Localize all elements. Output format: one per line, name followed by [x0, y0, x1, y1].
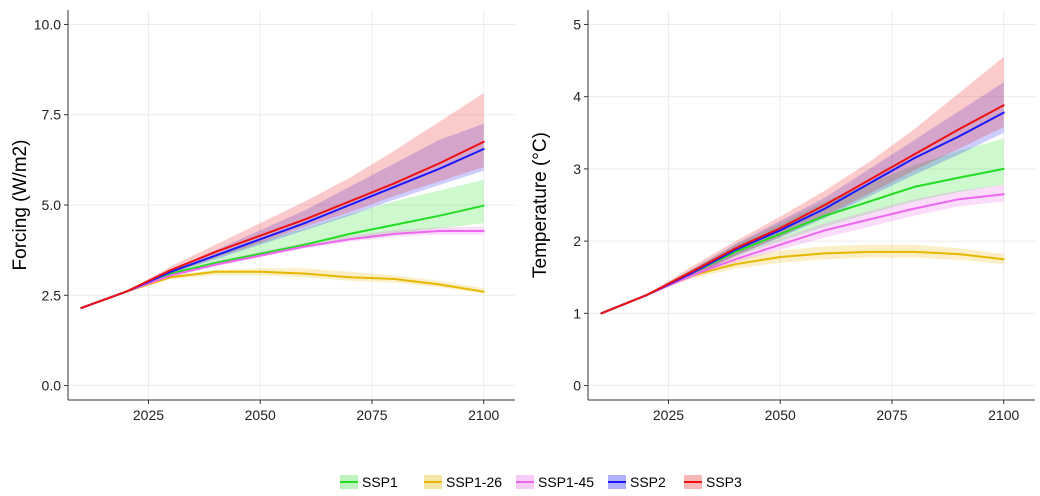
y-tick-label: 5.0 — [42, 197, 62, 213]
y-tick-label: 2.5 — [42, 287, 62, 303]
line-ssp3 — [80, 140, 485, 309]
y-tick-label: 4 — [573, 89, 581, 105]
y-axis-label: Forcing (W/m2) — [10, 140, 31, 271]
temperature-panel: 0 1 2 3 4 5 2025 2050 2075 2100 Temperature (°C) — [530, 10, 1035, 423]
legend-label-ssp1-26: SSP1-26 — [446, 474, 502, 490]
legend-label-ssp1-45: SSP1-45 — [538, 474, 594, 490]
x-tick-label: 2025 — [653, 407, 684, 423]
y-tick-label: 0.0 — [42, 378, 62, 394]
line-ssp1-45 — [80, 230, 485, 309]
y-axis-label: Temperature (°C) — [530, 132, 551, 278]
legend-label-ssp1: SSP1 — [362, 474, 398, 490]
line-ssp1-26 — [80, 270, 485, 309]
band-ssp2 — [81, 123, 484, 308]
y-tick-label: 10.0 — [34, 16, 61, 32]
band-ssp1 — [81, 179, 484, 308]
legend-label-ssp3: SSP3 — [706, 474, 742, 490]
forcing-panel: 0.0 2.5 5.0 7.5 10.0 2025 2050 2075 2100 Forcing … — [10, 10, 515, 423]
x-tick-label: 2075 — [356, 407, 387, 423]
x-tick-label: 2100 — [988, 407, 1019, 423]
x-tick-label: 2050 — [765, 407, 796, 423]
line-ssp1-26 — [600, 250, 1005, 315]
band-ssp1 — [601, 138, 1004, 314]
legend: SSP1 SSP1-26 SSP1-45 SSP2 SSP3 — [340, 474, 742, 490]
y-tick-label: 0 — [573, 378, 581, 394]
y-tick-label: 1 — [573, 305, 581, 321]
y-tick-label: 7.5 — [42, 107, 62, 123]
legend-label-ssp2: SSP2 — [630, 474, 666, 490]
band-ssp1-45 — [601, 184, 1004, 314]
x-tick-label: 2025 — [133, 407, 164, 423]
band-ssp1-26 — [81, 268, 484, 308]
x-tick-label: 2075 — [876, 407, 907, 423]
x-tick-label: 2050 — [245, 407, 276, 423]
line-ssp3 — [600, 104, 1005, 315]
y-tick-label: 2 — [573, 233, 581, 249]
x-tick-label: 2100 — [468, 407, 499, 423]
y-tick-label: 5 — [573, 16, 581, 32]
y-tick-label: 3 — [573, 161, 581, 177]
